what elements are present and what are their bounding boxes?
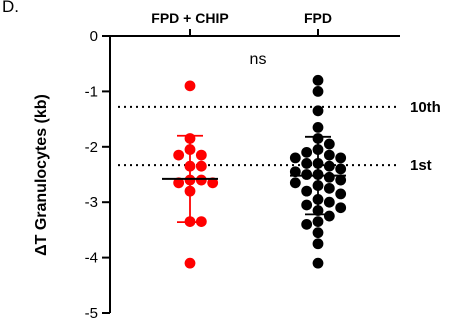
data-point (312, 122, 324, 133)
data-point (301, 169, 313, 180)
y-tick-label: -4 (85, 250, 98, 267)
data-point (301, 218, 313, 230)
data-point (312, 86, 324, 97)
data-point (173, 177, 185, 189)
data-points (173, 74, 347, 269)
y-axis-title: ΔT Granulocytes (kb) (33, 94, 50, 256)
data-point (335, 174, 347, 186)
data-point (323, 182, 335, 194)
data-point (289, 152, 301, 164)
category-label: FPD (304, 10, 332, 26)
y-tick-label: -5 (85, 305, 98, 322)
data-point (301, 158, 313, 169)
x-axis: FPD + CHIP FPD (110, 10, 400, 37)
panel-label: D. (2, 0, 19, 16)
reference-line-label: 1st (410, 157, 432, 174)
data-point (323, 210, 335, 222)
error-bars (162, 134, 346, 224)
data-point (301, 199, 313, 211)
data-point (323, 196, 335, 208)
data-point (335, 202, 347, 214)
data-point (312, 216, 324, 227)
data-point (207, 177, 219, 189)
data-point (335, 188, 347, 200)
y-tick-label: -2 (85, 139, 98, 156)
data-point (301, 146, 313, 158)
data-point (195, 174, 207, 186)
data-point (312, 238, 324, 250)
data-point (312, 74, 324, 86)
data-point (323, 138, 335, 150)
data-point (195, 149, 207, 161)
data-point (289, 166, 301, 178)
data-point (323, 160, 335, 172)
y-axis: 0 -1 -2 -3 -4 -5 (85, 28, 111, 322)
data-point (312, 105, 324, 117)
data-point (335, 163, 347, 175)
data-point (184, 257, 196, 269)
significance-annotation: ns (250, 51, 267, 68)
y-tick-label: -1 (85, 83, 98, 100)
reference-line-label: 10th (410, 99, 441, 116)
data-point (323, 149, 335, 161)
category-label: FPD + CHIP (151, 10, 228, 26)
reference-lines: 10th 1st (118, 99, 441, 174)
data-point (312, 227, 324, 239)
data-point (173, 149, 185, 161)
data-point (335, 152, 347, 164)
data-point (312, 257, 324, 269)
data-point (301, 185, 313, 197)
data-point (195, 160, 207, 172)
data-point (289, 177, 301, 189)
data-point (323, 171, 335, 183)
data-point (184, 80, 196, 92)
y-tick-label: 0 (90, 28, 98, 45)
y-tick-label: -3 (85, 194, 98, 211)
